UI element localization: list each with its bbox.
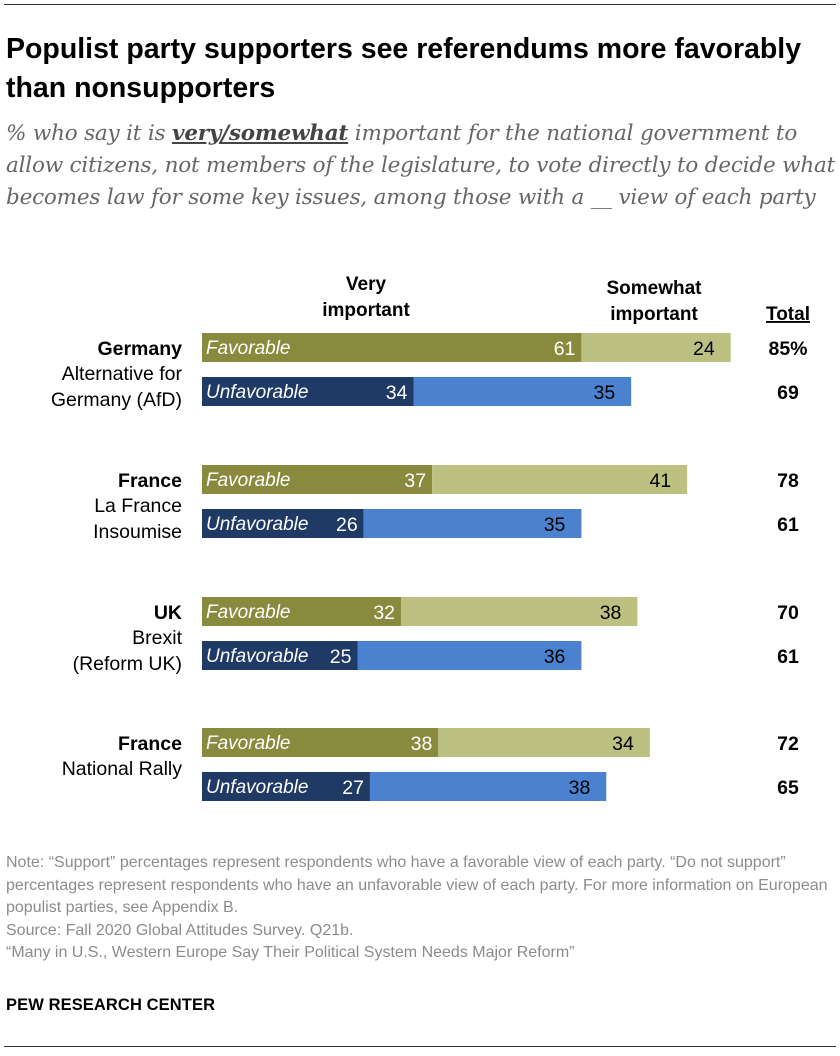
footnotes: Note: “Support” percentages represent re… bbox=[6, 852, 838, 965]
top-rule bbox=[4, 4, 836, 5]
bar-favorable-very bbox=[202, 333, 582, 362]
value-very-label: 37 bbox=[404, 470, 426, 492]
bar-unfavorable-somewhat bbox=[369, 772, 607, 801]
value-very-label: 38 bbox=[411, 733, 433, 755]
bar-row-label: Unfavorable bbox=[206, 382, 308, 403]
source-text: Source: Fall 2020 Global Attitudes Surve… bbox=[6, 921, 354, 939]
bar-row-label: Favorable bbox=[206, 338, 291, 359]
bar-favorable-somewhat bbox=[581, 333, 731, 362]
header-very-important: Very bbox=[346, 274, 387, 295]
bar-favorable-somewhat bbox=[401, 597, 638, 626]
bar-row-label: Favorable bbox=[206, 733, 291, 754]
bar-unfavorable-somewhat bbox=[363, 509, 582, 538]
country-label: France bbox=[118, 470, 182, 492]
party-label: (Reform UK) bbox=[73, 653, 182, 675]
total-value-label: 78 bbox=[777, 470, 799, 492]
bar-favorable-very bbox=[202, 465, 433, 494]
note-text: Note: “Support” percentages represent re… bbox=[6, 854, 828, 916]
report-title: “Many in U.S., Western Europe Say Their … bbox=[6, 944, 575, 961]
country-label: Germany bbox=[97, 338, 182, 360]
country-label: UK bbox=[154, 602, 182, 624]
bar-row-label: Favorable bbox=[206, 602, 291, 623]
party-label: Insoumise bbox=[93, 521, 182, 543]
bar-row-label: Unfavorable bbox=[206, 514, 308, 535]
header-somewhat-important: Somewhat bbox=[606, 278, 702, 299]
bar-favorable-somewhat bbox=[432, 465, 688, 494]
value-somewhat-label: 38 bbox=[569, 777, 591, 799]
value-somewhat-label: 34 bbox=[612, 733, 634, 755]
stacked-bar-chart: Very important Somewhat important Total Germa… bbox=[51, 274, 810, 801]
value-very-label: 34 bbox=[386, 382, 408, 404]
value-very-label: 32 bbox=[373, 602, 395, 624]
bar-row-label: Favorable bbox=[206, 470, 291, 491]
value-somewhat-label: 35 bbox=[544, 514, 566, 536]
bar-unfavorable-very bbox=[202, 641, 358, 670]
header-very-important: important bbox=[322, 300, 410, 321]
bar-unfavorable-somewhat bbox=[413, 377, 632, 406]
subtitle-suffix: important for the national government to… bbox=[6, 121, 836, 210]
bar-favorable-very bbox=[202, 728, 439, 757]
total-value-label: 69 bbox=[777, 382, 799, 404]
value-very-label: 61 bbox=[554, 338, 576, 360]
bar-row-label: Unfavorable bbox=[206, 646, 308, 667]
total-value-label: 65 bbox=[777, 777, 799, 799]
value-somewhat-label: 36 bbox=[544, 646, 566, 668]
value-somewhat-label: 38 bbox=[600, 602, 622, 624]
party-label: La France bbox=[94, 495, 182, 517]
value-somewhat-label: 41 bbox=[649, 470, 671, 492]
bar-favorable-somewhat bbox=[438, 728, 650, 757]
value-somewhat-label: 35 bbox=[593, 382, 615, 404]
bar-unfavorable-very bbox=[202, 772, 370, 801]
value-very-label: 25 bbox=[330, 646, 352, 668]
bar-unfavorable-somewhat bbox=[357, 641, 582, 670]
chart-subtitle: % who say it is very/somewhat important … bbox=[6, 118, 836, 214]
header-total: Total bbox=[766, 304, 810, 325]
party-label: Germany (AfD) bbox=[51, 389, 182, 411]
value-very-label: 27 bbox=[342, 777, 364, 799]
party-label: Alternative for bbox=[62, 363, 183, 385]
value-very-label: 26 bbox=[336, 514, 358, 536]
value-somewhat-label: 24 bbox=[693, 338, 715, 360]
party-label: Brexit bbox=[132, 627, 182, 649]
brand-logo-text: PEW RESEARCH CENTER bbox=[6, 996, 216, 1014]
party-label: National Rally bbox=[62, 758, 183, 780]
total-value-label: 61 bbox=[777, 646, 799, 668]
bar-unfavorable-very bbox=[202, 509, 364, 538]
bar-favorable-very bbox=[202, 597, 402, 626]
bar-unfavorable-very bbox=[202, 377, 414, 406]
header-somewhat-important: important bbox=[610, 304, 698, 325]
subtitle-emphasis: very/somewhat bbox=[172, 121, 349, 146]
subtitle-prefix: % who say it is bbox=[6, 121, 173, 146]
total-value-label: 72 bbox=[777, 733, 799, 755]
total-value-label: 61 bbox=[777, 514, 799, 536]
total-value-label: 85% bbox=[768, 338, 807, 360]
bottom-rule bbox=[4, 1046, 836, 1047]
chart-title: Populist party supporters see referendum… bbox=[6, 33, 802, 104]
total-value-label: 70 bbox=[777, 602, 799, 624]
bar-row-label: Unfavorable bbox=[206, 777, 308, 798]
country-label: France bbox=[118, 733, 182, 755]
